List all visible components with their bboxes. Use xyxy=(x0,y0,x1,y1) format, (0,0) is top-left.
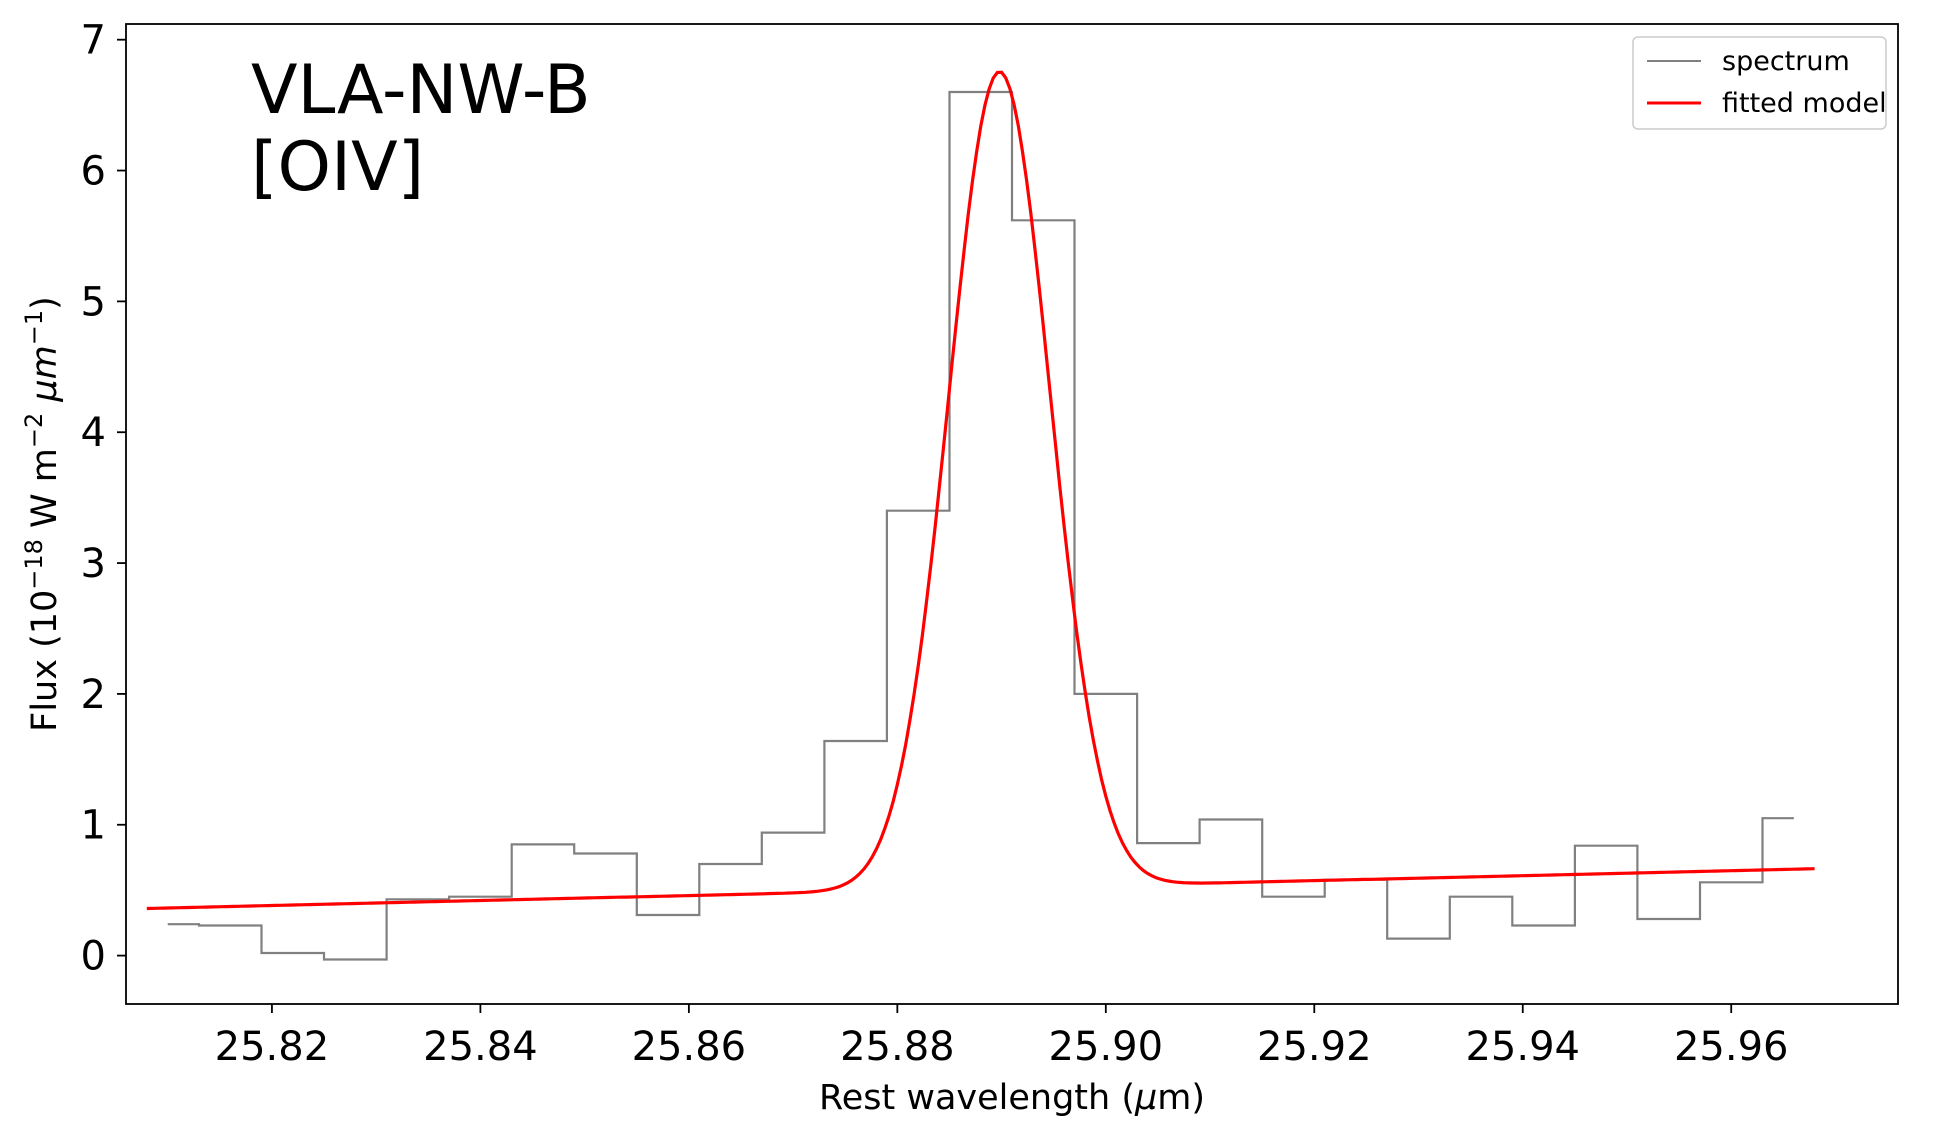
spectrum-series xyxy=(167,90,1794,961)
y-axis-ticks: 0 1 2 3 4 5 6 7 xyxy=(81,18,126,980)
y-tick-label: 2 xyxy=(81,672,106,718)
x-tick-label: 25.88 xyxy=(840,1024,955,1070)
x-tick-label: 25.96 xyxy=(1674,1024,1789,1070)
y-axis-label: Flux (10−18 W m−2 μm−1) xyxy=(20,296,65,732)
y-tick-label: 7 xyxy=(81,18,106,64)
fitted-model-line xyxy=(146,70,1815,911)
plot-frame xyxy=(125,23,1899,1005)
x-tick-label: 25.90 xyxy=(1049,1024,1164,1070)
y-tick-label: 3 xyxy=(81,541,106,587)
x-tick-label: 25.94 xyxy=(1465,1024,1580,1070)
x-axis-label: Rest wavelength (μm) xyxy=(819,1078,1205,1118)
annotation-line-name: [OIV] xyxy=(251,128,424,207)
legend-label-fitted-model: fitted model xyxy=(1722,88,1887,119)
x-tick-label: 25.84 xyxy=(423,1024,538,1070)
x-axis-ticks: 25.82 25.84 25.86 25.88 25.90 25.92 25.94 25.96 xyxy=(215,1004,1789,1070)
legend: spectrum fitted model xyxy=(1632,36,1887,130)
y-tick-label: 1 xyxy=(81,803,106,849)
annotation-object-name: VLA-NW-B xyxy=(251,51,591,130)
legend-label-spectrum: spectrum xyxy=(1722,46,1850,77)
fitted-model-series xyxy=(146,70,1815,911)
x-tick-label: 25.82 xyxy=(215,1024,330,1070)
y-tick-label: 4 xyxy=(81,410,106,456)
y-tick-label: 0 xyxy=(81,934,106,980)
x-tick-label: 25.92 xyxy=(1257,1024,1372,1070)
y-tick-label: 6 xyxy=(81,149,106,195)
x-tick-label: 25.86 xyxy=(632,1024,747,1070)
y-tick-label: 5 xyxy=(81,279,106,325)
spectrum-line xyxy=(167,90,1794,961)
